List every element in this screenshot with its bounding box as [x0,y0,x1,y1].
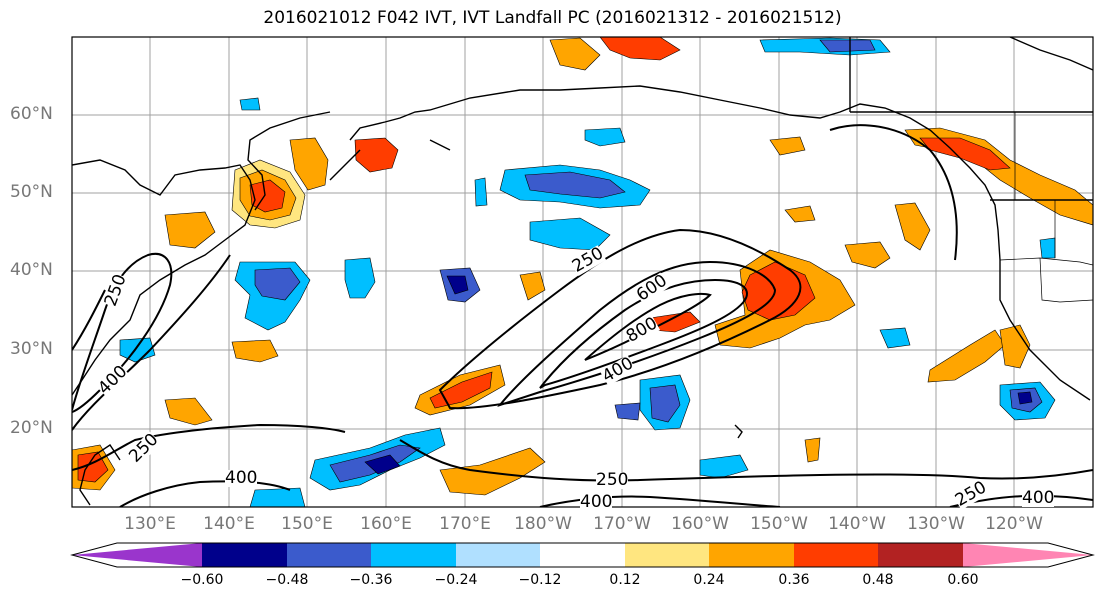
lon-label: 160°E [360,514,412,534]
contour-label: 400 [1022,488,1055,508]
lat-label-30n: 30°N [10,339,53,359]
lon-label: 140°E [203,514,255,534]
lon-label: 170°W [593,514,651,534]
lon-label: 130°W [907,514,965,534]
colorbar-tick: 0.60 [947,572,979,588]
lat-label-40n: 40°N [10,260,53,280]
lon-label: 170°E [439,514,491,534]
lat-label-20n: 20°N [10,418,53,438]
colorbar-tick: −0.24 [434,572,478,588]
lon-label: 120°W [985,514,1043,534]
colorbar-tick: 0.48 [862,572,894,588]
lon-label: 140°W [828,514,886,534]
colorbar-tick: −0.36 [349,572,393,588]
colorbar-tick: 0.36 [778,572,810,588]
lat-label-60n: 60°N [10,104,53,124]
colorbar-tick: −0.48 [265,572,309,588]
lon-label: 150°W [750,514,808,534]
colorbar-tick: −0.12 [518,572,562,588]
map-title: 2016021012 F042 IVT, IVT Landfall PC (20… [263,8,842,28]
coastlines [72,37,1093,506]
contour-label: 400 [580,492,613,512]
contour-label: 250 [596,470,629,490]
colorbar-tick: −0.60 [180,572,224,588]
borders [999,112,1093,303]
lon-label: 150°E [281,514,333,534]
lon-label: 130°E [124,514,176,534]
colorbar-tick: 0.24 [693,572,725,588]
negative-anomalies [119,37,1056,507]
lon-label: 160°W [671,514,729,534]
lon-label: 180°W [514,514,572,534]
lat-label-50n: 50°N [10,182,53,202]
positive-anomalies [72,37,1093,496]
colorbar-tick: 0.12 [609,572,641,588]
contour-label: 400 [225,468,258,488]
